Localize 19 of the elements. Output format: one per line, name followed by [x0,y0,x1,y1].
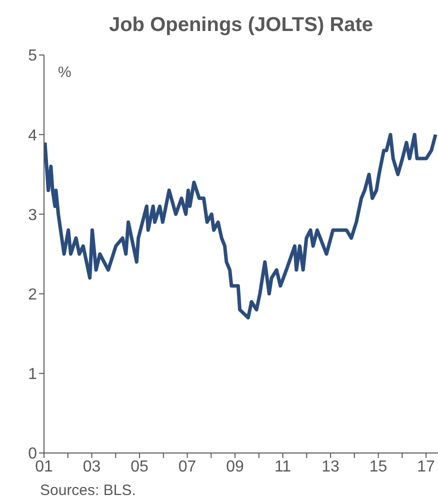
x-tick-label: 03 [82,458,101,476]
y-axis-title: % [58,64,72,81]
x-tick-label: 07 [178,458,196,476]
y-tick-label: 2 [28,286,38,304]
y-tick-label: 3 [28,206,38,224]
source-note: Sources: BLS. [40,482,136,499]
x-tick-label: 15 [369,458,388,476]
y-tick-label: 5 [28,48,38,65]
x-tick-label: 13 [322,458,340,476]
line-series [44,132,438,320]
y-tick-label: 0 [28,446,38,463]
x-tick-label: 17 [417,458,436,476]
chart-title: Job Openings (JOLTS) Rate [108,14,374,37]
y-tick-label: 1 [28,366,38,384]
x-tick-label: 01 [35,458,53,476]
x-tick-label: 05 [130,458,149,476]
x-tick-label: 09 [226,458,244,476]
x-tick-label: 11 [274,458,292,476]
y-tick-label: 4 [28,127,38,144]
